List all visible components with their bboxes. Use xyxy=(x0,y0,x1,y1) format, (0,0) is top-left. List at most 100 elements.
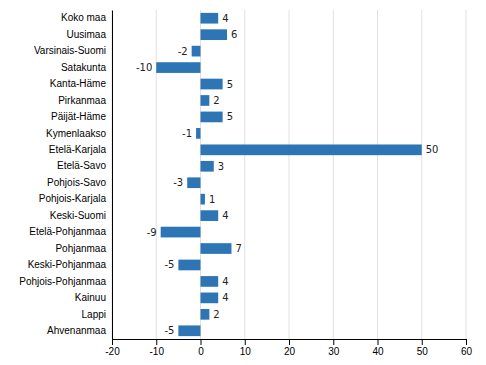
tick: Päijät-Häme xyxy=(51,111,106,122)
tick-label: Etelä-Karjala xyxy=(49,144,107,155)
grid-line xyxy=(466,10,467,339)
tick-label: 20 xyxy=(284,346,296,357)
grid-line xyxy=(289,10,290,339)
bar xyxy=(201,112,223,123)
data-label: 50 xyxy=(426,144,439,155)
tick-mark xyxy=(422,339,423,345)
tick: Pohjois-Savo xyxy=(47,177,106,188)
tick: Pohjois-Pohjanmaa xyxy=(19,276,106,287)
tick-label: Kymenlaakso xyxy=(46,128,106,139)
tick: Pohjois-Karjala xyxy=(39,193,107,204)
tick: 40 xyxy=(372,339,384,357)
tick: Keski-Pohjanmaa xyxy=(28,259,107,270)
tick-label: 0 xyxy=(198,346,204,357)
bar xyxy=(156,62,200,73)
tick-label: Pohjanmaa xyxy=(55,243,106,254)
tick-label: Etelä-Savo xyxy=(57,160,106,171)
tick-label: -20 xyxy=(105,346,120,357)
bars xyxy=(156,13,422,336)
bar xyxy=(201,79,223,90)
plot: -20 -10 0 10 20 30 40 50 60 Ahvenanmaa Lappi Kainuu… xyxy=(19,10,472,357)
tick: 0 xyxy=(198,339,204,357)
grid-line xyxy=(377,10,378,339)
data-label: 4 xyxy=(222,276,228,287)
grid-line xyxy=(200,10,201,339)
data-label: -3 xyxy=(173,177,183,188)
bar xyxy=(201,194,205,205)
bar xyxy=(201,95,210,106)
tick-label: Pohjois-Karjala xyxy=(39,193,107,204)
data-label: 2 xyxy=(213,309,219,320)
data-label: -2 xyxy=(178,46,188,57)
tick: Etelä-Karjala xyxy=(49,144,107,155)
tick: Etelä-Savo xyxy=(57,160,106,171)
tick-label: Kainuu xyxy=(75,292,106,303)
data-label: 4 xyxy=(222,13,228,24)
bar xyxy=(201,144,422,155)
data-label: -10 xyxy=(136,62,152,73)
tick-label: 50 xyxy=(417,346,429,357)
tick: Pirkanmaa xyxy=(58,95,106,106)
tick-label: Keski-Suomi xyxy=(50,210,106,221)
data-label: 4 xyxy=(222,210,228,221)
tick-mark xyxy=(289,339,290,345)
tick-mark xyxy=(378,339,379,345)
bar xyxy=(187,177,200,188)
tick: Kanta-Häme xyxy=(50,78,107,89)
tick-label: Uusimaa xyxy=(67,29,107,40)
data-label: 4 xyxy=(222,292,228,303)
tick-label: Pohjois-Savo xyxy=(47,177,106,188)
tick-label: Pohjois-Pohjanmaa xyxy=(19,276,106,287)
axis-line xyxy=(113,340,467,346)
tick-label: Kanta-Häme xyxy=(50,78,107,89)
data-label: 5 xyxy=(227,79,233,90)
tick: Ahvenanmaa xyxy=(47,325,106,336)
bar xyxy=(192,46,201,57)
grid-line xyxy=(421,10,422,339)
data-label: -1 xyxy=(182,128,192,139)
tick-label: Lappi xyxy=(82,309,106,320)
bar xyxy=(201,210,219,221)
tick-label: 40 xyxy=(372,346,384,357)
data-label: 3 xyxy=(218,161,224,172)
data-label: 7 xyxy=(235,243,241,254)
tick: Kainuu xyxy=(75,292,106,303)
x-axis: -20-100102030405060 xyxy=(105,339,472,357)
data-label: 6 xyxy=(231,29,237,40)
data-label: 5 xyxy=(227,111,233,122)
tick: Koko maa xyxy=(61,12,106,23)
bar xyxy=(201,13,219,24)
bar xyxy=(178,325,200,336)
tick-label: Satakunta xyxy=(61,62,106,73)
tick: Keski-Suomi xyxy=(50,210,106,221)
tick: Pohjanmaa xyxy=(55,243,106,254)
grid-line xyxy=(156,10,157,339)
tick-label: Varsinais-Suomi xyxy=(34,45,106,56)
tick-label: Ahvenanmaa xyxy=(47,325,106,336)
grid-line xyxy=(112,10,113,339)
tick-label: Keski-Pohjanmaa xyxy=(28,259,107,270)
tick-mark xyxy=(333,339,334,345)
axis-line xyxy=(112,11,113,340)
tick-label: Etelä-Pohjanmaa xyxy=(29,226,106,237)
data-labels: -5244-57-941-3350-1525-10-264 xyxy=(136,13,439,337)
tick-label: 60 xyxy=(461,346,473,357)
chart: -20 -10 0 10 20 30 40 50 60 Ahvenanmaa Lappi Kainuu… xyxy=(0,0,486,365)
bar xyxy=(201,309,210,320)
tick: 10 xyxy=(240,339,252,357)
tick: Kymenlaakso xyxy=(46,128,106,139)
tick-label: Päijät-Häme xyxy=(51,111,106,122)
bar xyxy=(201,243,232,254)
bar xyxy=(201,29,228,40)
tick-mark xyxy=(156,339,157,345)
tick: Uusimaa xyxy=(67,29,107,40)
grid-line xyxy=(333,10,334,339)
bar xyxy=(196,128,200,139)
tick: 30 xyxy=(328,339,340,357)
tick: 60 xyxy=(461,339,473,357)
tick: -20 xyxy=(105,339,120,357)
bar xyxy=(178,260,200,271)
tick-label: Koko maa xyxy=(61,12,106,23)
grid xyxy=(112,10,466,339)
tick-mark xyxy=(201,339,202,345)
